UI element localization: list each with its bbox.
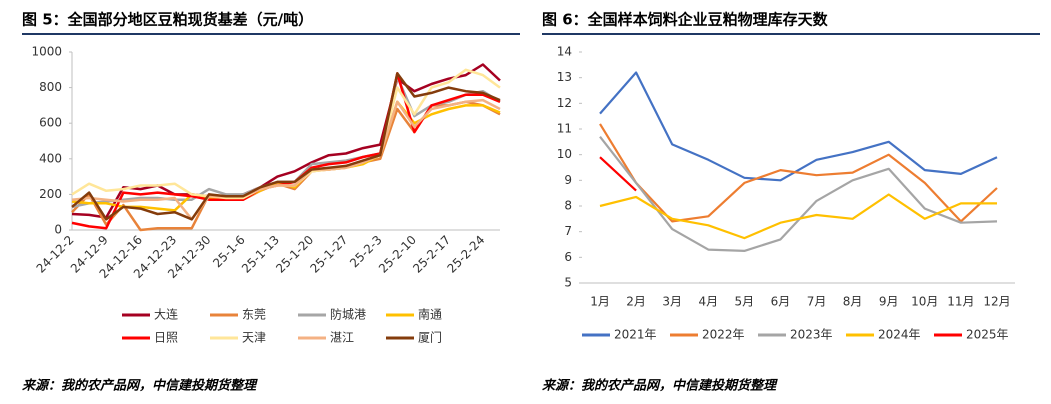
x-tick-label: 25-2-24 (444, 233, 487, 276)
y-tick-label: 1000 (31, 45, 62, 59)
x-tick-label: 6月 (771, 295, 791, 309)
series-line (71, 72, 501, 230)
y-tick-label: 0 (54, 223, 62, 237)
legend-label: 2025年 (966, 328, 1009, 342)
y-tick-label: 10 (557, 147, 572, 161)
y-tick-label: 600 (39, 116, 62, 130)
source: 来源：我的农产品网，中信建投期货整理 (542, 378, 778, 394)
legend-label: 湛江 (330, 331, 354, 345)
legend-label: 南通 (418, 307, 442, 322)
series-line (71, 98, 501, 221)
y-tick-label: 800 (39, 80, 62, 94)
legend-label: 天津 (242, 331, 266, 345)
x-tick-label: 2月 (626, 295, 646, 309)
series-line (599, 136, 998, 252)
chart-title: 图 5：全国部分地区豆粕现货基差（元/吨） (22, 11, 313, 29)
x-tick-label: 8月 (843, 295, 863, 309)
y-tick-label: 200 (39, 187, 62, 201)
y-tick-label: 9 (564, 173, 572, 187)
y-tick-label: 5 (564, 276, 572, 290)
legend-label: 防城港 (330, 307, 366, 322)
x-tick-label: 25-1-27 (307, 233, 350, 276)
x-tick-label: 12月 (983, 295, 1010, 309)
series-line (599, 71, 998, 182)
y-tick-label: 13 (557, 70, 572, 84)
series-line (599, 123, 998, 223)
x-tick-label: 10月 (911, 295, 938, 309)
series-line (71, 68, 501, 200)
y-tick-label: 6 (564, 250, 572, 264)
x-tick-label: 5月 (735, 295, 755, 309)
series-line (71, 63, 501, 219)
y-tick-label: 8 (564, 199, 572, 213)
y-tick-label: 14 (557, 45, 572, 59)
series-line (71, 100, 501, 232)
legend-label: 2023年 (790, 328, 833, 342)
x-tick-label: 9月 (879, 295, 899, 309)
legend-label: 东莞 (242, 308, 266, 322)
x-tick-label: 1月 (590, 295, 610, 309)
legend-label: 厦门 (418, 330, 442, 345)
legend-label: 大连 (154, 307, 178, 322)
legend-label: 2021年 (614, 328, 657, 342)
y-tick-label: 400 (39, 151, 62, 165)
series-line (599, 156, 637, 192)
series-line (599, 193, 997, 240)
x-tick-label: 7月 (807, 295, 827, 309)
y-tick-label: 11 (557, 122, 572, 136)
chart-title: 图 6：全国样本饲料企业豆粕物理库存天数 (542, 11, 829, 29)
x-tick-label: 11月 (947, 295, 974, 309)
x-tick-label: 3月 (662, 295, 682, 309)
legend-label: 2022年 (702, 328, 745, 342)
x-tick-label: 4月 (698, 295, 718, 309)
source: 来源：我的农产品网，中信建投期货整理 (22, 378, 258, 394)
legend-label: 日照 (154, 331, 178, 345)
series-line (71, 72, 501, 221)
legend-label: 2024年 (878, 328, 921, 342)
y-tick-label: 12 (557, 96, 572, 110)
y-tick-label: 7 (564, 224, 572, 238)
